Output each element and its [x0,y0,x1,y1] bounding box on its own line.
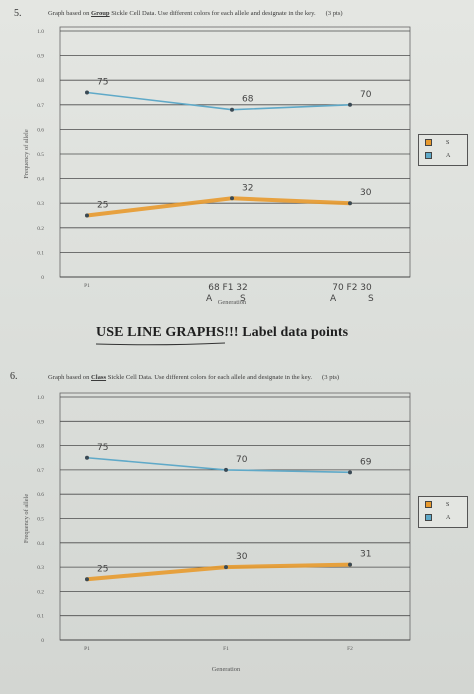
prompt-text: Sickle Cell Data. Use different colors f… [106,374,313,381]
y-tick-label: 1.0 [37,395,44,401]
question-prompt: Graph based on Class Sickle Cell Data. U… [48,374,339,381]
y-tick-label: 0.4 [37,177,44,183]
data-label: 32 [242,183,253,193]
y-tick-label: 0.6 [37,492,44,498]
handwritten-f1-note: 68 F1 32 [208,283,248,293]
question-number: 6. [10,371,18,382]
data-label: 69 [360,457,372,467]
y-tick-label: 0.5 [37,152,44,158]
data-label: 30 [360,188,372,198]
legend-swatch-s [425,139,432,146]
data-label: 70 [236,455,248,465]
legend-item-a: A [425,514,450,521]
x-axis-title: Generation [218,299,247,306]
y-tick-label: 0.4 [37,541,44,547]
chart-legend: S A [418,496,468,528]
y-tick-label: 0.2 [37,589,44,595]
data-point-a [224,467,228,472]
question-number: 5. [14,8,22,19]
data-point-s [348,201,352,206]
data-point-s [230,196,234,201]
data-point-a [348,470,352,475]
data-point-s [224,565,228,570]
y-tick-label: 0.1 [37,614,44,620]
y-tick-label: 0.7 [37,103,44,109]
prompt-text: Graph based on [48,374,92,381]
y-tick-label: 1.0 [37,29,44,35]
legend-label-a: A [446,514,451,521]
group-data-line-chart: 0 0.1 0.2 0.3 0.4 0.5 0.6 0.7 0.8 0.9 1.0 P1 75 68 70 2… [23,26,411,346]
legend-item-s: S [425,139,449,146]
handwritten-allele-a: A [206,294,213,304]
legend-item-s: S [425,501,449,508]
prompt-emphasis: Group [91,10,110,17]
data-label: 31 [360,550,371,560]
data-point-s [348,562,352,567]
data-point-a [85,455,89,460]
y-tick-label: 0.9 [37,54,44,60]
points-label: (3 pts) [322,374,340,381]
plot-frame [59,392,411,641]
x-tick-label: F1 [223,646,229,652]
data-point-a [348,102,352,107]
legend-label-a: A [446,152,451,159]
data-label: 68 [242,95,254,105]
instruction-banner: USE LINE GRAPHS!!! Label data points [96,325,349,340]
legend-swatch-a [425,514,432,521]
data-label: 70 [360,90,372,100]
y-tick-label: 0.6 [37,127,44,133]
handwritten-allele-a: A [330,294,337,304]
y-tick-label: 0.8 [37,78,44,84]
banner-underline [95,342,226,346]
prompt-text: Sickle Cell Data. Use different colors f… [109,10,316,17]
y-axis-title: Frequency of allele [23,129,30,178]
data-point-a [85,90,89,95]
x-axis-title: Generation [212,666,241,673]
x-tick-label: F2 [347,646,353,652]
data-label: 30 [236,552,248,562]
legend-label-s: S [446,139,450,146]
chart-legend: S A [418,134,468,166]
legend-label-s: S [446,501,450,508]
y-axis-title: Frequency of allele [23,494,30,543]
y-tick-label: 0.5 [37,517,44,523]
data-label: 25 [97,201,108,211]
handwritten-allele-s: S [240,294,246,304]
prompt-text: Graph based on [48,10,92,17]
y-tick-label: 0.3 [37,201,44,207]
data-label: 75 [97,78,108,88]
y-tick-label: 0.3 [37,565,44,571]
data-label: 25 [97,564,108,574]
legend-swatch-a [425,152,432,159]
data-point-a [230,107,234,112]
x-tick-label: P1 [84,646,90,652]
handwritten-allele-s: S [368,294,374,304]
y-tick-label: 0.8 [37,444,44,450]
legend-swatch-s [425,501,432,508]
y-tick-label: 0.9 [37,419,44,425]
points-label: (3 pts) [325,10,343,17]
y-tick-label: 0.7 [37,468,44,474]
x-tick-label: P1 [84,283,90,289]
handwritten-f2-note: 70 F2 30 [332,283,372,293]
y-tick-label: 0.1 [37,250,44,256]
data-point-s [85,213,89,218]
y-tick-label: 0.2 [37,226,44,232]
question-prompt: Graph based on Group Sickle Cell Data. U… [48,10,343,17]
y-tick-label: 0 [41,275,44,281]
y-tick-label: 0 [41,638,44,644]
data-label: 75 [97,443,108,453]
prompt-emphasis: Class [91,374,107,381]
data-point-s [85,577,89,582]
legend-item-a: A [425,152,450,159]
